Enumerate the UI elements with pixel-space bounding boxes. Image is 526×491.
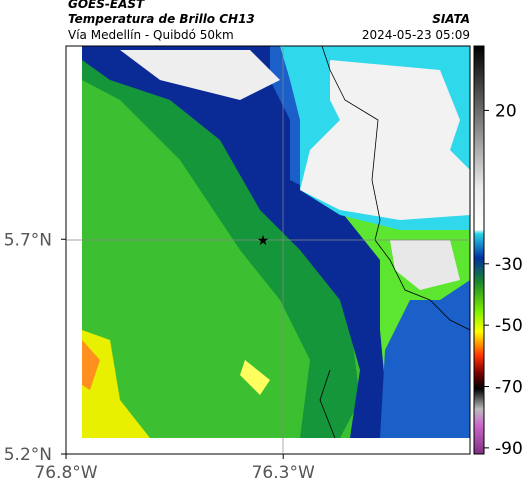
- route: Vía Medellín - Quibdó 50km: [68, 28, 234, 42]
- source: GOES-EAST: [68, 0, 145, 11]
- colorbar-tick-label: -70: [495, 378, 523, 398]
- satellite-image: [82, 46, 470, 438]
- colorbar-tick-label: -90: [495, 439, 523, 459]
- x-tick-label: 76.3°W: [252, 463, 315, 483]
- y-tick-label: 5.2°N: [4, 445, 52, 465]
- agency: SIATA: [432, 12, 470, 26]
- location-star: ★: [257, 233, 270, 249]
- map-frame: [65, 45, 471, 455]
- colorbar-tick-label: -50: [495, 316, 523, 336]
- datetime: 2024-05-23 05:09: [362, 28, 470, 42]
- product: Temperatura de Brillo CH13: [68, 12, 255, 26]
- colorbar: [473, 45, 485, 455]
- colorbar-tick-label: 20: [495, 101, 517, 121]
- colorbar-tick-label: -30: [495, 255, 523, 275]
- y-tick-label: 5.7°N: [4, 230, 52, 250]
- x-tick-label: 76.8°W: [34, 463, 97, 483]
